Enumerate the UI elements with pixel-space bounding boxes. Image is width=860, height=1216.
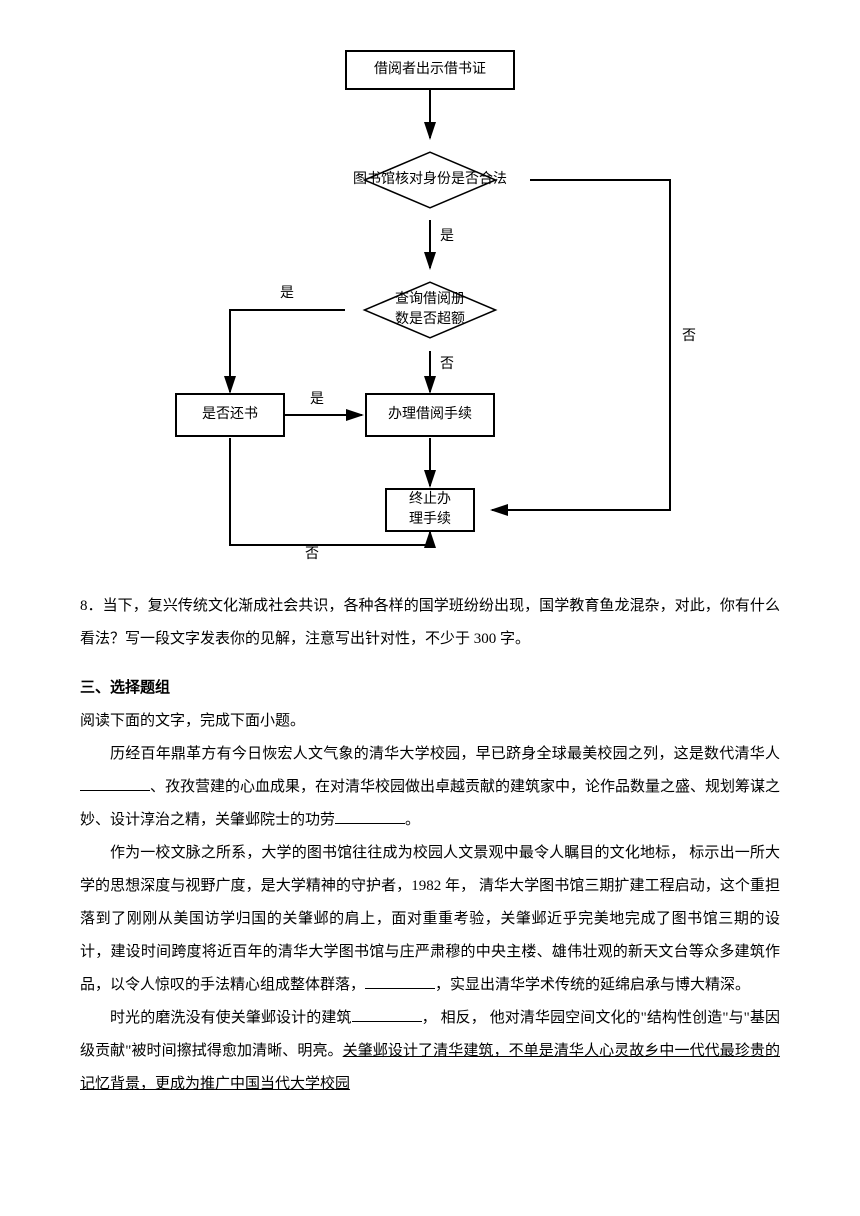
flow-node-process: 办理借阅手续	[365, 393, 495, 437]
document-text: 8．当下，复兴传统文化渐成社会共识，各种各样的国学班纷纷出现，国学教育鱼龙混杂，…	[80, 590, 780, 1101]
flow-node-return-label: 是否还书	[202, 405, 258, 425]
paragraph-1: 历经百年鼎革方有今日恢宏人文气象的清华大学校园，早已跻身全球最美校园之列，这是数…	[80, 738, 780, 837]
edge-label-quota-yes: 是	[280, 287, 294, 301]
edge-label-return-no: 否	[305, 548, 319, 562]
flow-node-end-label: 终止办 理手续	[409, 490, 451, 529]
blank-1	[80, 776, 150, 791]
p2-part-a: 作为一校文脉之所系，大学的图书馆往往成为校园人文景观中最令人瞩目的文化地标， 标…	[80, 845, 780, 993]
flow-node-start-label: 借阅者出示借书证	[374, 60, 486, 80]
flow-node-end: 终止办 理手续	[385, 488, 475, 532]
section-heading: 三、选择题组	[80, 672, 780, 705]
reading-intro: 阅读下面的文字，完成下面小题。	[80, 705, 780, 738]
flowchart: 借阅者出示借书证 图书馆核对身份是否合法 查询借阅册 数是否超额 是否还书 办理…	[150, 40, 710, 570]
flow-node-return: 是否还书	[175, 393, 285, 437]
flow-node-process-label: 办理借阅手续	[388, 405, 472, 425]
edge-label-verify-no: 否	[682, 330, 696, 344]
question-8: 8．当下，复兴传统文化渐成社会共识，各种各样的国学班纷纷出现，国学教育鱼龙混杂，…	[80, 590, 780, 656]
blank-4	[352, 1007, 422, 1022]
blank-2	[335, 809, 405, 824]
p3-part-a: 时光的磨洗没有使关肇邺设计的建筑	[110, 1010, 352, 1026]
p1-part-c: 。	[405, 812, 420, 828]
flow-node-start: 借阅者出示借书证	[345, 50, 515, 90]
edge-label-return-yes: 是	[310, 393, 324, 407]
p1-part-b: 、孜孜营建的心血成果，在对清华校园做出卓越贡献的建筑家中，论作品数量之盛、规划筹…	[80, 779, 780, 828]
paragraph-3: 时光的磨洗没有使关肇邺设计的建筑， 相反， 他对清华园空间文化的"结构性创造"与…	[80, 1002, 780, 1101]
edge-label-quota-no: 否	[440, 358, 454, 372]
blank-3	[365, 974, 435, 989]
p1-part-a: 历经百年鼎革方有今日恢宏人文气象的清华大学校园，早已跻身全球最美校园之列，这是数…	[110, 746, 780, 762]
edge-label-verify-yes: 是	[440, 230, 454, 244]
p2-part-b: ，实显出清华学术传统的延绵启承与博大精深。	[435, 977, 750, 993]
paragraph-2: 作为一校文脉之所系，大学的图书馆往往成为校园人文景观中最令人瞩目的文化地标， 标…	[80, 837, 780, 1002]
